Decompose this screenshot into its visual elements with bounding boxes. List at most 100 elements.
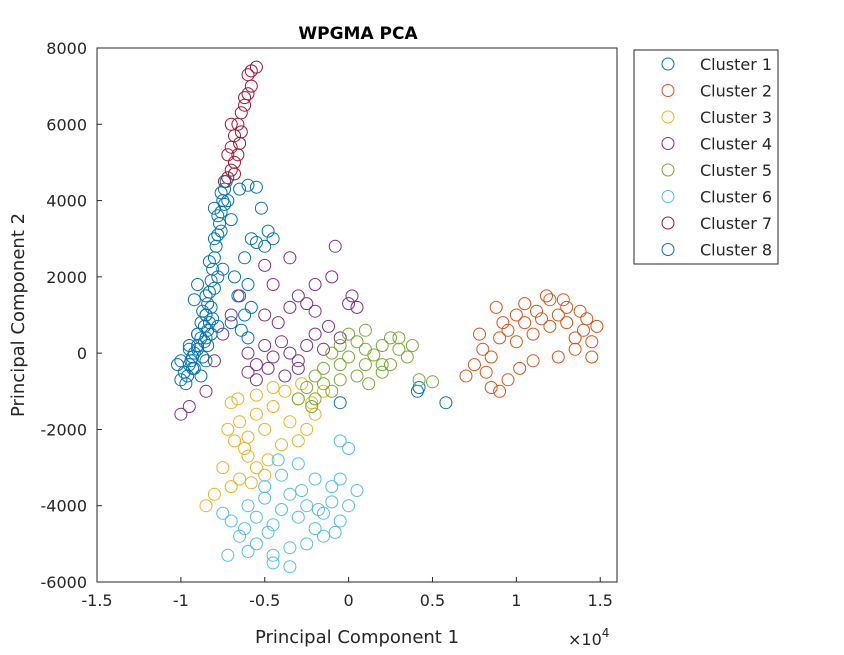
data-point [342, 297, 356, 311]
data-point [350, 369, 364, 383]
data-point [590, 319, 604, 333]
data-point [206, 312, 220, 326]
data-point [325, 346, 339, 360]
data-point [244, 476, 258, 490]
data-point [213, 217, 226, 230]
data-point [224, 163, 238, 177]
data-point [350, 300, 364, 314]
x-exponent-power: 4 [602, 626, 610, 640]
data-point [551, 308, 565, 322]
data-point [261, 453, 275, 467]
legend-marker [661, 84, 675, 97]
legend-marker [661, 163, 675, 177]
data-point [317, 529, 330, 543]
data-point [241, 87, 255, 101]
data-point [258, 422, 272, 436]
y-tick-label: 8000 [46, 39, 87, 58]
data-point [266, 232, 280, 246]
data-point [191, 339, 205, 352]
y-tick-label: 6000 [46, 115, 87, 134]
data-point [271, 316, 285, 330]
y-axis-label: Principal Component 2 [8, 213, 29, 417]
data-point [228, 270, 241, 284]
data-point [342, 327, 356, 341]
data-point [275, 335, 288, 349]
data-point [254, 201, 268, 215]
data-point [219, 175, 233, 188]
data-point [305, 396, 319, 410]
data-point [308, 304, 322, 318]
data-point [300, 339, 314, 352]
data-point [333, 396, 347, 410]
data-point [211, 228, 225, 242]
data-point [187, 293, 201, 307]
data-point [224, 514, 238, 528]
data-point [182, 339, 196, 352]
data-point [209, 239, 223, 253]
data-point [228, 434, 241, 448]
x-axis-ticks: -1.5 -1 -0.5 0 0.5 1 1.5 [81, 577, 613, 610]
x-exponent-base: ×10 [568, 630, 602, 649]
data-point [261, 361, 275, 375]
data-point [184, 354, 198, 368]
data-point [275, 468, 288, 482]
data-point [196, 304, 210, 318]
data-point [238, 522, 252, 536]
legend-label: Cluster 4 [700, 135, 772, 154]
data-point [509, 335, 523, 349]
data-point [241, 346, 255, 360]
legend-marker [661, 190, 675, 203]
data-point [479, 365, 493, 379]
data-point [283, 300, 297, 314]
data-point [216, 461, 230, 475]
data-point [238, 98, 252, 112]
data-point [308, 522, 322, 536]
data-point [218, 182, 231, 196]
series-8 [174, 175, 233, 387]
data-point [199, 384, 213, 398]
data-point [317, 377, 330, 391]
data-point [333, 472, 347, 486]
data-point [266, 518, 280, 532]
x-tick-label: 0 [344, 591, 354, 610]
data-point [249, 180, 263, 194]
data-point [199, 289, 213, 303]
data-point [241, 545, 255, 558]
data-point [249, 461, 263, 475]
data-point [221, 148, 235, 162]
data-point [238, 442, 252, 455]
data-point [295, 484, 309, 497]
data-point [467, 358, 481, 372]
data-point [194, 369, 208, 383]
data-point [489, 300, 503, 314]
chart-title: WPGMA PCA [298, 24, 418, 44]
data-point [249, 537, 263, 551]
data-point [493, 384, 507, 398]
legend-marker [661, 57, 675, 71]
data-point [241, 365, 255, 379]
data-point [238, 251, 252, 265]
data-point [291, 434, 305, 448]
y-tick-label: -4000 [41, 497, 88, 516]
plot-area [171, 60, 604, 574]
data-point [211, 209, 225, 223]
data-point [241, 430, 255, 444]
data-point [214, 205, 228, 219]
data-point [509, 308, 523, 322]
legend-marker [661, 243, 675, 256]
data-point [266, 400, 280, 413]
data-point [375, 358, 389, 372]
data-point [207, 232, 221, 246]
data-point [501, 323, 515, 337]
data-point [266, 278, 280, 291]
data-point [350, 335, 364, 349]
data-point [568, 342, 582, 356]
data-point [426, 375, 439, 389]
data-point [258, 239, 272, 253]
data-point [224, 117, 238, 131]
data-point [241, 278, 255, 291]
data-point [362, 377, 376, 391]
legend-label: Cluster 7 [700, 214, 772, 233]
data-point [543, 319, 557, 333]
data-point [191, 278, 205, 291]
